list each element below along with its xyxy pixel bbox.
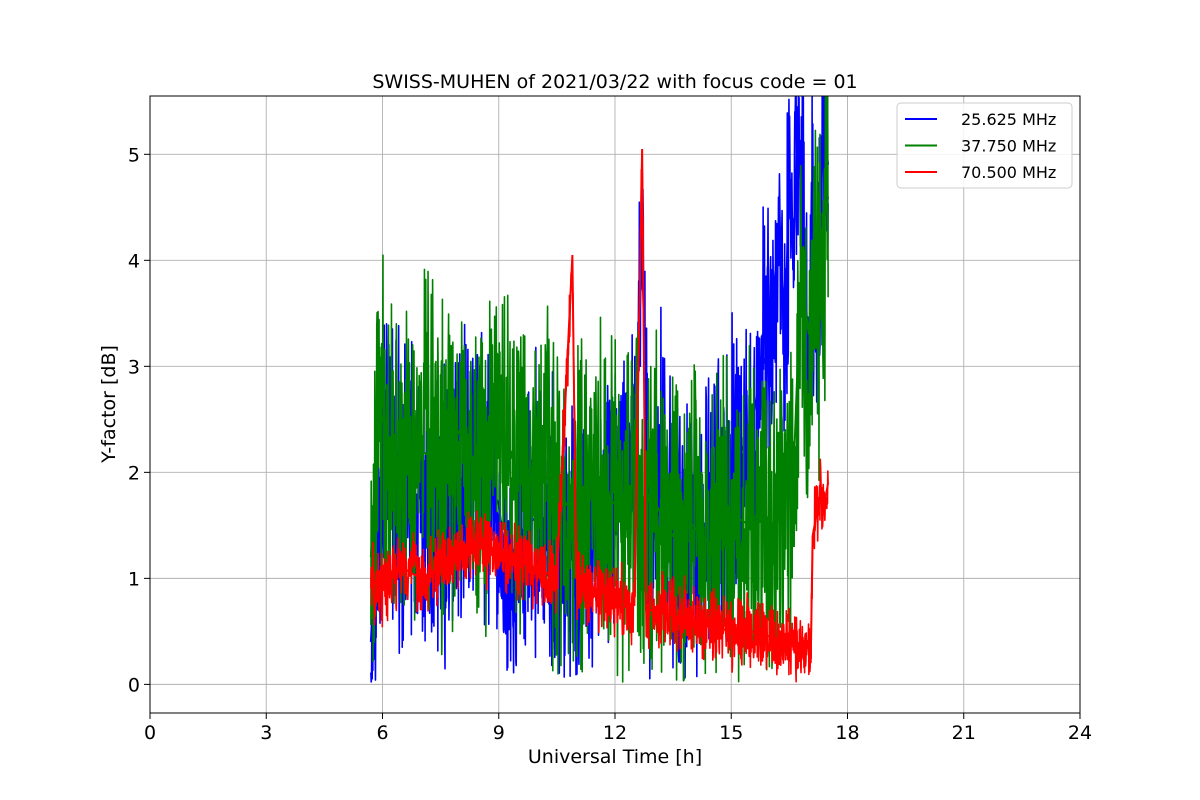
series-line-2 xyxy=(370,161,829,683)
y-axis-label: Y-factor [dB] xyxy=(98,345,120,464)
series-envelope-2 xyxy=(370,148,830,664)
x-tick-label: 9 xyxy=(493,722,505,744)
x-tick-label: 0 xyxy=(144,722,156,744)
x-tick-label: 15 xyxy=(719,722,743,744)
y-tick-label: 3 xyxy=(128,356,140,378)
x-tick-label: 3 xyxy=(260,722,272,744)
legend-label-1: 37.750 MHz xyxy=(961,137,1056,156)
x-tick-label: 12 xyxy=(603,722,627,744)
legend-label-0: 25.625 MHz xyxy=(961,110,1056,129)
legend-label-2: 70.500 MHz xyxy=(961,163,1056,182)
x-axis-label: Universal Time [h] xyxy=(528,746,702,768)
series-layer xyxy=(369,96,830,683)
y-tick-label: 2 xyxy=(128,462,140,484)
x-tick-label: 21 xyxy=(952,722,976,744)
x-tick-label: 6 xyxy=(376,722,388,744)
x-tick-label: 24 xyxy=(1068,722,1092,744)
y-tick-label: 4 xyxy=(128,250,140,272)
series-envelope-1 xyxy=(369,196,830,558)
y-tick-label: 0 xyxy=(128,674,140,696)
legend-box xyxy=(896,102,1073,189)
y-tick-label: 5 xyxy=(128,144,140,166)
legend: 25.625 MHz 37.750 MHz 70.500 MHz xyxy=(896,102,1073,189)
x-tick-label: 18 xyxy=(835,722,859,744)
y-tick-label: 1 xyxy=(128,568,140,590)
chart-title: SWISS-MUHEN of 2021/03/22 with focus cod… xyxy=(372,71,857,93)
